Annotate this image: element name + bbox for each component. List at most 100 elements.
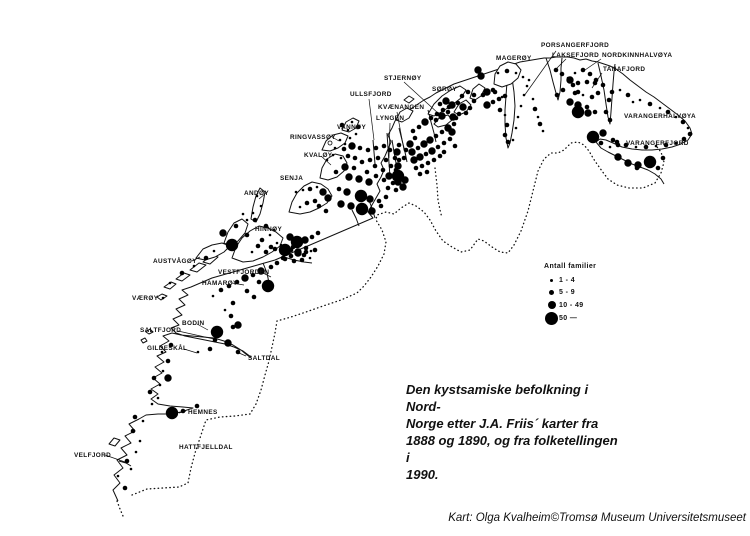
settlement-dot [196, 350, 200, 354]
settlement-dot [337, 200, 345, 208]
border-main [131, 141, 665, 496]
settlement-dot [674, 141, 678, 145]
settlement-dot [194, 403, 200, 409]
settlement-dot [500, 95, 504, 99]
settlement-dot [211, 294, 215, 298]
settlement-dot [325, 158, 329, 162]
place-label-ullsfjord: ULLSFJORD [350, 91, 392, 98]
settlement-dot [263, 223, 269, 229]
settlement-dot [410, 128, 416, 134]
fjord-porsangerfjord [504, 65, 516, 149]
settlement-dot [573, 71, 577, 75]
legend-row: 10 - 49 [544, 299, 596, 312]
settlement-dot [165, 358, 171, 364]
settlement-dot [303, 245, 309, 251]
place-label-vestfjorden: VESTFJORDEN [218, 269, 269, 276]
settlement-dot [255, 243, 261, 249]
settlement-dot [412, 135, 418, 141]
settlement-dot [606, 97, 612, 103]
settlement-dot [257, 267, 265, 275]
settlement-dot [179, 270, 185, 276]
island-kvaløya-hammerfest [469, 83, 486, 101]
caption-line: Den kystsamiske befolkning i Nord- [406, 382, 589, 414]
legend-size-dot [549, 290, 554, 296]
settlement-dot [408, 148, 416, 156]
settlement-dot [615, 142, 621, 148]
settlement-dot [584, 79, 590, 85]
place-label-magerøy: MAGERØY [496, 55, 532, 62]
settlement-dot [235, 349, 241, 355]
settlement-dot [346, 128, 350, 132]
place-label-hamarøy: HAMARØY [202, 280, 238, 287]
settlement-dot [278, 243, 292, 257]
settlement-dot [315, 185, 319, 189]
settlement-dot [425, 160, 431, 166]
settlement-dot [345, 173, 353, 181]
settlement-dot [566, 98, 574, 106]
settlement-dot [228, 313, 234, 319]
settlement-dot [674, 115, 678, 119]
legend-size-dot [545, 311, 558, 325]
settlement-dot [516, 115, 520, 119]
settlement-dot [634, 145, 638, 149]
island-helgeland-2 [145, 328, 154, 335]
settlement-dot [433, 117, 439, 123]
place-label-kvaløy: KVALØY [304, 152, 333, 159]
settlement-dot [437, 101, 443, 107]
settlement-dot [268, 264, 274, 270]
settlement-dot [681, 136, 687, 142]
national-border-dotted [116, 141, 665, 517]
settlement-dot [134, 450, 138, 454]
settlement-dot [288, 253, 294, 259]
settlement-dot [483, 101, 491, 109]
settlement-dot [259, 237, 265, 243]
leader-line-saltdal [238, 352, 247, 357]
island-lofoten-3 [189, 262, 207, 273]
settlement-dot [226, 283, 232, 289]
settlement-dot [180, 408, 186, 414]
legend-size-label: 50 — [559, 314, 578, 322]
place-label-hinnøy: HINNØY [255, 226, 282, 233]
settlement-dot [655, 165, 661, 171]
settlement-dot [581, 93, 585, 97]
settlement-dot [312, 247, 318, 253]
legend-items: 1 - 4 5 - 9 10 - 49 50 — [544, 274, 596, 325]
settlement-dot [521, 75, 525, 79]
settlement-dot [625, 92, 631, 98]
settlement-dot [663, 142, 669, 148]
place-label-nordkinnhalvøya: NORDKINNHALVØYA [602, 52, 672, 59]
settlement-dot [348, 142, 356, 150]
settlement-dot [343, 142, 347, 146]
settlement-dot [288, 247, 294, 253]
settlement-dot [355, 124, 361, 130]
settlement-dot [245, 218, 249, 222]
settlement-dot [396, 157, 402, 163]
leader-line-kvænangen [396, 111, 405, 151]
settlement-dot [595, 90, 601, 96]
settlement-dot [244, 288, 250, 294]
settlement-dot [348, 136, 352, 140]
legend-size-label: 1 - 4 [559, 276, 576, 284]
settlement-dot [421, 118, 429, 126]
place-label-senja: SENJA [280, 175, 303, 182]
legend-row: 1 - 4 [544, 274, 596, 287]
settlement-dot [223, 308, 227, 312]
settlement-dot [158, 383, 162, 387]
settlement-dot [401, 176, 409, 184]
settlement-dot [600, 82, 606, 88]
settlement-dot [299, 257, 305, 263]
leader-line-ringvassøy [331, 136, 340, 142]
settlement-dot [224, 339, 232, 347]
settlement-dot [150, 402, 154, 406]
settlement-dot [445, 109, 451, 115]
settlement-dot [680, 119, 686, 125]
settlement-dot [447, 136, 453, 142]
settlement-dot [279, 243, 283, 247]
leader-line-saltfjord [177, 330, 215, 340]
settlement-dot [403, 147, 409, 153]
settlement-dot [592, 80, 598, 86]
island-værøy [156, 293, 168, 301]
settlement-dot [406, 140, 414, 148]
settlement-dot [527, 78, 531, 82]
settlement-dot [456, 111, 462, 117]
